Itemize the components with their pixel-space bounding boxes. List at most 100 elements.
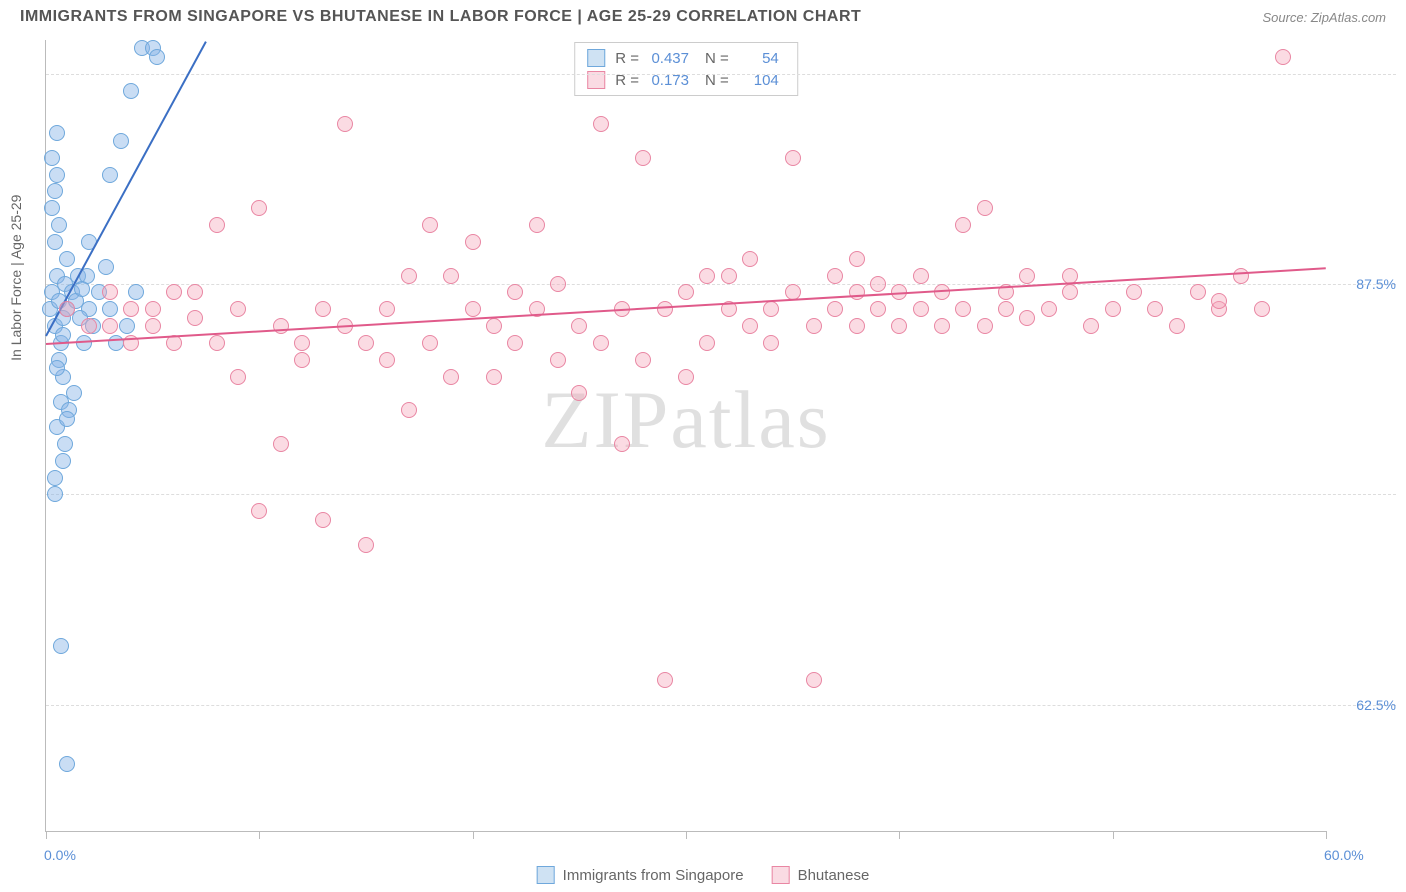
data-point [59, 756, 75, 772]
chart-title: IMMIGRANTS FROM SINGAPORE VS BHUTANESE I… [20, 8, 861, 26]
data-point [678, 369, 694, 385]
x-tick [686, 831, 687, 839]
data-point [57, 436, 73, 452]
data-point [59, 411, 75, 427]
x-tick-label: 0.0% [44, 847, 76, 863]
data-point [507, 335, 523, 351]
gridline-h [46, 494, 1396, 495]
data-point [422, 335, 438, 351]
data-point [550, 276, 566, 292]
stats-legend: R =0.437N =54R =0.173N =104 [574, 42, 798, 96]
data-point [209, 335, 225, 351]
data-point [98, 259, 114, 275]
data-point [614, 436, 630, 452]
data-point [529, 217, 545, 233]
series-legend: Immigrants from Singapore Bhutanese [537, 866, 870, 884]
data-point [315, 512, 331, 528]
data-point [827, 268, 843, 284]
y-tick-label: 62.5% [1356, 697, 1396, 713]
data-point [763, 301, 779, 317]
data-point [230, 301, 246, 317]
data-point [47, 486, 63, 502]
x-tick [899, 831, 900, 839]
data-point [401, 268, 417, 284]
legend-n-value: 54 [735, 50, 785, 67]
data-point [913, 268, 929, 284]
data-point [209, 217, 225, 233]
data-point [358, 537, 374, 553]
legend-r-label: R = [615, 50, 639, 67]
data-point [742, 318, 758, 334]
data-point [934, 318, 950, 334]
data-point [44, 200, 60, 216]
data-point [1147, 301, 1163, 317]
data-point [1019, 310, 1035, 326]
x-tick [1326, 831, 1327, 839]
data-point [337, 116, 353, 132]
data-point [955, 217, 971, 233]
data-point [443, 369, 459, 385]
data-point [59, 301, 75, 317]
legend-label: Bhutanese [798, 867, 870, 884]
data-point [1041, 301, 1057, 317]
data-point [315, 301, 331, 317]
data-point [55, 327, 71, 343]
data-point [145, 301, 161, 317]
x-tick-label: 60.0% [1324, 847, 1364, 863]
data-point [47, 234, 63, 250]
data-point [806, 672, 822, 688]
data-point [1233, 268, 1249, 284]
data-point [358, 335, 374, 351]
data-point [849, 318, 865, 334]
legend-swatch [587, 49, 605, 67]
data-point [1105, 301, 1121, 317]
x-tick [46, 831, 47, 839]
x-tick [473, 831, 474, 839]
legend-item: Immigrants from Singapore [537, 866, 744, 884]
data-point [849, 284, 865, 300]
data-point [379, 352, 395, 368]
data-point [44, 150, 60, 166]
data-point [230, 369, 246, 385]
legend-item: Bhutanese [772, 866, 870, 884]
data-point [113, 133, 129, 149]
data-point [108, 335, 124, 351]
data-point [977, 200, 993, 216]
data-point [1254, 301, 1270, 317]
data-point [977, 318, 993, 334]
data-point [955, 301, 971, 317]
data-point [66, 385, 82, 401]
data-point [166, 284, 182, 300]
data-point [593, 335, 609, 351]
data-point [102, 284, 118, 300]
data-point [47, 470, 63, 486]
data-point [187, 310, 203, 326]
legend-swatch [772, 866, 790, 884]
data-point [49, 167, 65, 183]
data-point [51, 217, 67, 233]
legend-row: R =0.173N =104 [587, 69, 785, 91]
data-point [55, 453, 71, 469]
data-point [934, 284, 950, 300]
data-point [294, 335, 310, 351]
data-point [123, 83, 139, 99]
legend-r-value: 0.437 [645, 50, 695, 67]
y-tick-label: 87.5% [1356, 276, 1396, 292]
data-point [401, 402, 417, 418]
data-point [102, 318, 118, 334]
data-point [465, 234, 481, 250]
data-point [59, 251, 75, 267]
data-point [273, 318, 289, 334]
data-point [1019, 268, 1035, 284]
data-point [102, 301, 118, 317]
data-point [998, 301, 1014, 317]
data-point [443, 268, 459, 284]
data-point [187, 284, 203, 300]
data-point [1062, 284, 1078, 300]
data-point [849, 251, 865, 267]
data-point [571, 318, 587, 334]
data-point [47, 183, 63, 199]
data-point [827, 301, 843, 317]
data-point [74, 281, 90, 297]
data-point [102, 167, 118, 183]
